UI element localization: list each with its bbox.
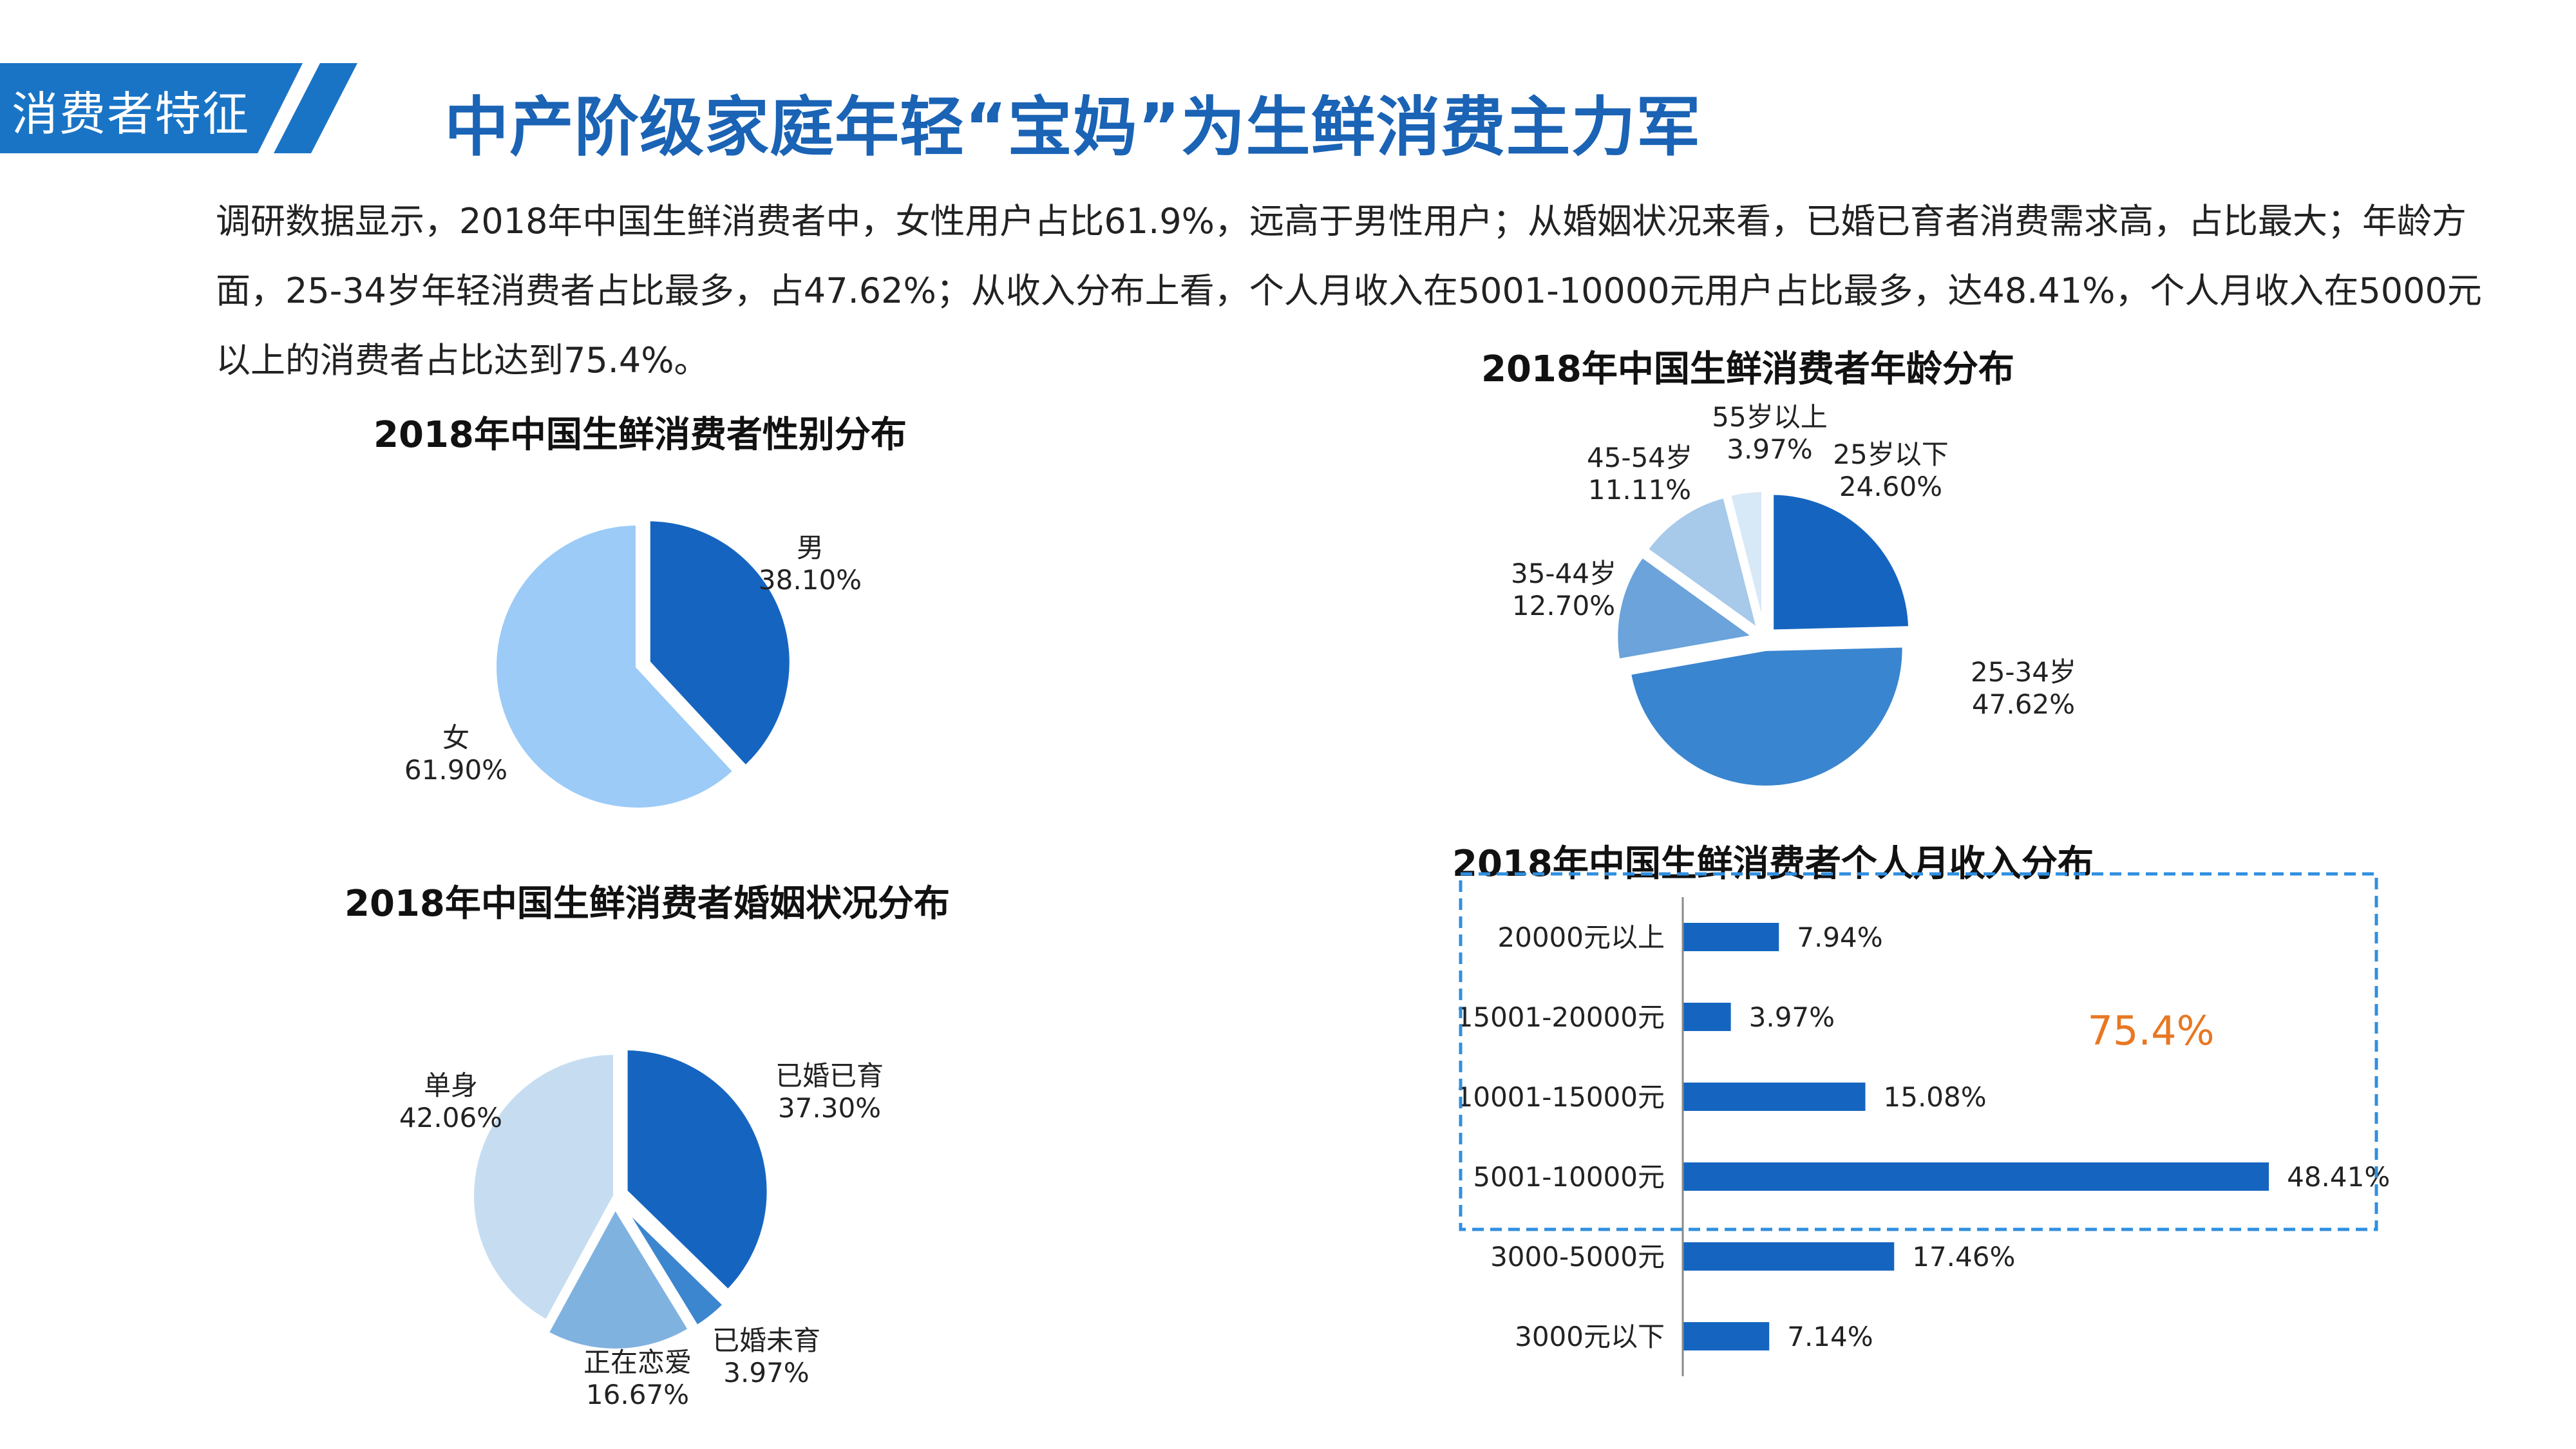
income-bar: [1683, 1003, 1731, 1031]
marriage-pie-slice-label: 正在恋爱: [583, 1347, 692, 1378]
gender-pie-slice-label: 男: [797, 532, 824, 564]
marriage-pie-slice: [544, 1203, 693, 1352]
income-value-label: 7.94%: [1797, 922, 1882, 953]
gender-pie-slice-value: 61.90%: [404, 754, 507, 786]
marriage-pie-slice: [470, 1050, 617, 1325]
age-pie-slice: [1627, 643, 1906, 790]
income-category-label: 5001-10000元: [1473, 1161, 1665, 1193]
income-bar: [1683, 1322, 1770, 1350]
income-value-label: 15.08%: [1884, 1081, 1987, 1113]
marriage-pie-slice-label: 已婚未育: [712, 1325, 820, 1356]
section-tag-bg: [0, 63, 303, 153]
marriage-pie-slice-label: 单身: [424, 1070, 478, 1101]
marriage-chart-title: 2018年中国生鲜消费者婚姻状况分布: [345, 883, 950, 925]
income-chart-title: 2018年中国生鲜消费者个人月收入分布: [1452, 843, 2094, 885]
income-category-label: 15001-20000元: [1456, 1001, 1665, 1033]
income-value-label: 17.46%: [1912, 1241, 2015, 1273]
gender-pie-slice: [493, 521, 738, 811]
income-bar: [1683, 1242, 1895, 1271]
income-value-label: 7.14%: [1787, 1321, 1873, 1352]
age-chart-title: 2018年中国生鲜消费者年龄分布: [1481, 348, 2014, 390]
income-bar: [1683, 1162, 2269, 1191]
age-pie-slice-value: 3.97%: [1727, 433, 1812, 465]
gender-chart-title: 2018年中国生鲜消费者性别分布: [374, 414, 907, 456]
marriage-pie-slice: [620, 1203, 728, 1330]
income-value-label: 48.41%: [2287, 1161, 2390, 1193]
age-pie-slice-value: 47.62%: [1972, 688, 2075, 720]
age-pie-slice-label: 55岁以上: [1712, 401, 1827, 433]
section-tag: 消费者特征: [12, 87, 251, 141]
marriage-pie-slice-value: 42.06%: [399, 1102, 502, 1133]
income-bar: [1683, 923, 1779, 951]
age-pie-slice-value: 24.60%: [1839, 471, 1942, 502]
marriage-pie-slice-value: 37.30%: [778, 1092, 881, 1124]
age-pie-slice: [1643, 493, 1762, 636]
age-pie-slice-value: 11.11%: [1588, 474, 1691, 506]
age-pie-slice-label: 25岁以下: [1833, 439, 1948, 470]
income-category-label: 3000元以下: [1515, 1321, 1665, 1352]
marriage-pie-slice-value: 3.97%: [723, 1357, 809, 1388]
gender-pie-slice-value: 38.10%: [759, 564, 862, 596]
intro-paragraph: 调研数据显示，2018年中国生鲜消费者中，女性用户占比61.9%，远高于男性用户…: [216, 201, 2482, 381]
age-pie-slice: [1727, 488, 1766, 629]
gender-pie-slice-label: 女: [442, 722, 469, 753]
age-pie-slice: [1770, 491, 1913, 634]
income-highlight-box: [1459, 872, 2378, 1231]
page-headline: 中产阶级家庭年轻“宝妈”为生鲜消费主力军: [444, 90, 1701, 165]
marriage-pie-slice-value: 16.67%: [586, 1379, 689, 1410]
marriage-pie-slice-label: 已婚已育: [775, 1060, 884, 1092]
age-pie-slice-label: 35-44岁: [1511, 558, 1616, 589]
income-category-label: 3000-5000元: [1490, 1241, 1665, 1273]
age-pie-slice-label: 25-34岁: [1971, 656, 2076, 688]
income-category-label: 20000元以上: [1497, 922, 1665, 953]
income-bar: [1683, 1083, 1866, 1111]
income-value-label: 3.97%: [1749, 1001, 1835, 1033]
age-pie-slice-value: 12.70%: [1512, 590, 1615, 621]
income-category-label: 10001-15000元: [1456, 1081, 1665, 1113]
gender-pie-slice: [646, 517, 793, 770]
marriage-pie-slice: [623, 1046, 771, 1294]
age-pie-slice: [1614, 553, 1759, 663]
age-pie-slice-label: 45-54岁: [1587, 442, 1692, 473]
income-highlight-label: 75.4%: [2088, 1007, 2215, 1054]
